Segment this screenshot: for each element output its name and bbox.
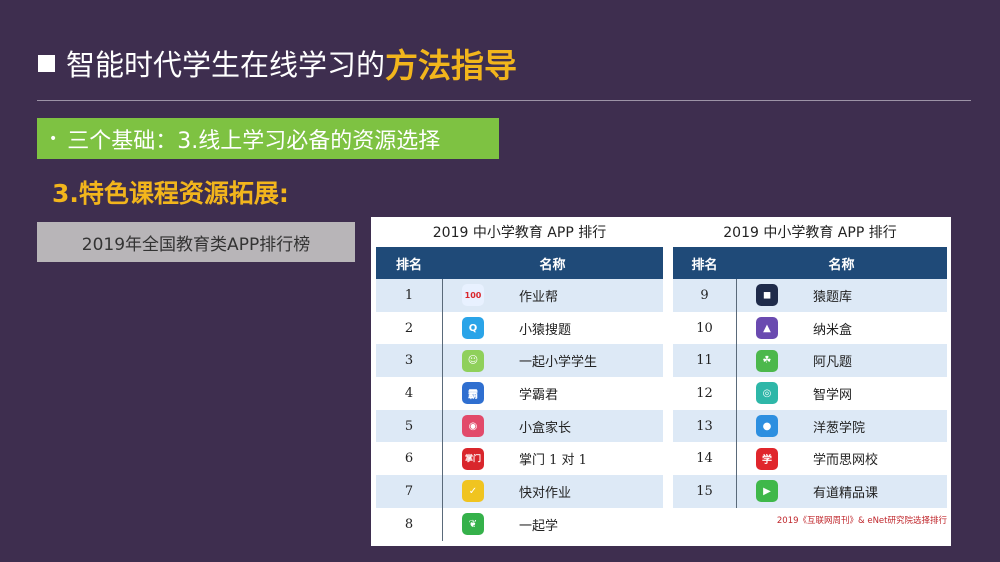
- rank-cell: 7: [376, 475, 443, 508]
- table-row: 9 ◼ 猿题库: [673, 279, 947, 312]
- section-text: 三个基础：3.线上学习必备的资源选择: [67, 128, 441, 154]
- xiaoyuan-icon: Q: [462, 317, 484, 340]
- table-row: 1 100 作业帮: [376, 279, 663, 312]
- rank-cell: 1: [376, 279, 443, 312]
- rank-cell: 14: [673, 442, 737, 476]
- app-name-cell: 纳米盒: [813, 322, 853, 338]
- title-highlight-text: 方法指导: [385, 46, 518, 85]
- table-title: 2019 中小学教育 APP 排行: [432, 225, 607, 241]
- table-body: 9 ◼ 猿题库 10 ▲ 纳米盒 11 ☘ 阿凡题 12 ◎ 智学网 13 ● 洋葱学院 14 学 学而思网校 15…: [673, 279, 947, 508]
- header-rank: 排名: [395, 257, 422, 273]
- table-row: 10 ▲ 纳米盒: [673, 311, 947, 345]
- source-note: 2019《互联网周刊》& eNet研究院选择排行: [776, 516, 947, 526]
- app-name-cell: 学而思网校: [813, 453, 879, 469]
- app-name-cell: 阿凡题: [813, 355, 853, 371]
- namihe-icon: ▲: [756, 317, 778, 340]
- table-row: 11 ☘ 阿凡题: [673, 344, 947, 378]
- rank-cell: 2: [376, 311, 443, 345]
- ranking-label-box: 2019年全国教育类APP排行榜: [37, 222, 355, 262]
- yuantiku-icon: ◼: [756, 284, 778, 307]
- xueersi-icon: 学: [756, 447, 778, 470]
- rank-cell: 9: [673, 279, 737, 312]
- rank-cell: 5: [376, 409, 443, 443]
- kuaidui-icon: ✓: [462, 480, 484, 503]
- table-row: 6 掌门 掌门 1 对 1: [376, 442, 663, 476]
- yiqi-student-icon: ☺: [462, 349, 484, 372]
- app-name-cell: 掌门 1 对 1: [519, 453, 587, 469]
- header-name: 名称: [828, 257, 855, 273]
- table-row: 3 ☺ 一起小学学生: [376, 344, 663, 378]
- table-title: 2019 中小学教育 APP 排行: [723, 225, 897, 241]
- table-row: 12 ◎ 智学网: [673, 377, 947, 410]
- xiaohe-icon: ◉: [462, 415, 484, 438]
- section-banner: • 三个基础：3.线上学习必备的资源选择: [37, 118, 499, 159]
- rank-cell: 10: [673, 311, 737, 345]
- table-row: 14 学 学而思网校: [673, 442, 947, 476]
- section-bullet: •: [49, 130, 58, 147]
- youdao-icon: ▶: [756, 480, 778, 503]
- table-row: 7 ✓ 快对作业: [376, 475, 663, 508]
- title-square-bullet: [38, 54, 55, 72]
- table-row: 15 ▶ 有道精品课: [673, 475, 947, 508]
- app-name-cell: 作业帮: [519, 289, 559, 305]
- rank-cell: 3: [376, 344, 443, 378]
- xuebajun-icon: 霸: [462, 382, 484, 405]
- header-name: 名称: [539, 257, 566, 273]
- app-name-cell: 智学网: [813, 387, 853, 403]
- rank-cell: 4: [376, 377, 443, 410]
- app-name-cell: 洋葱学院: [813, 420, 866, 436]
- zuoyebang-icon: 100: [462, 284, 484, 307]
- rank-cell: 6: [376, 442, 443, 476]
- zhangmen-icon: 掌门: [462, 447, 484, 470]
- app-name-cell: 快对作业: [519, 485, 572, 501]
- afanti-icon: ☘: [756, 349, 778, 372]
- page-title: 智能时代学生在线学习的 方法指导: [38, 40, 517, 86]
- yiqixue-icon: ❦: [462, 513, 484, 536]
- rank-cell: 13: [673, 409, 737, 443]
- rank-cell: 15: [673, 475, 737, 508]
- title-main-text: 智能时代学生在线学习的: [66, 48, 386, 82]
- app-name-cell: 学霸君: [519, 387, 559, 403]
- table-header: 排名 名称: [376, 247, 663, 279]
- ranking-table-right: 2019 中小学教育 APP 排行 排名 名称 9 ◼ 猿题库 10 ▲ 纳米盒 11 ☘ 阿凡…: [673, 217, 947, 508]
- ranking-image-panel: 2019 中小学教育 APP 排行 排名 名称 1 100 作业帮 2 Q 小猿搜题 3 ☺ 一…: [371, 217, 951, 546]
- app-name-cell: 小盒家长: [519, 420, 572, 436]
- rank-cell: 11: [673, 344, 737, 378]
- subheading: 3.特色课程资源拓展:: [52, 179, 289, 208]
- table-body: 1 100 作业帮 2 Q 小猿搜题 3 ☺ 一起小学学生 4 霸 学霸君 5 ◉ 小盒家长 6 掌门 掌门 1 …: [376, 279, 663, 541]
- app-name-cell: 小猿搜题: [519, 322, 572, 338]
- table-row: 5 ◉ 小盒家长: [376, 409, 663, 443]
- table-row: 13 ● 洋葱学院: [673, 409, 947, 443]
- rank-cell: 8: [376, 507, 443, 541]
- app-name-cell: 一起小学学生: [519, 355, 598, 371]
- rank-cell: 12: [673, 377, 737, 410]
- app-name-cell: 一起学: [519, 518, 559, 534]
- table-row: 4 霸 学霸君: [376, 377, 663, 410]
- table-header: 排名 名称: [673, 247, 947, 279]
- table-row: 2 Q 小猿搜题: [376, 311, 663, 345]
- app-name-cell: 猿题库: [813, 289, 853, 305]
- zhixue-icon: ◎: [756, 382, 778, 405]
- app-name-cell: 有道精品课: [813, 485, 879, 501]
- header-rank: 排名: [691, 257, 718, 273]
- title-divider: [37, 100, 971, 101]
- ranking-table-left: 2019 中小学教育 APP 排行 排名 名称 1 100 作业帮 2 Q 小猿搜题 3 ☺ 一…: [376, 217, 663, 541]
- yangcong-icon: ●: [756, 415, 778, 438]
- table-row: 8 ❦ 一起学: [376, 507, 663, 541]
